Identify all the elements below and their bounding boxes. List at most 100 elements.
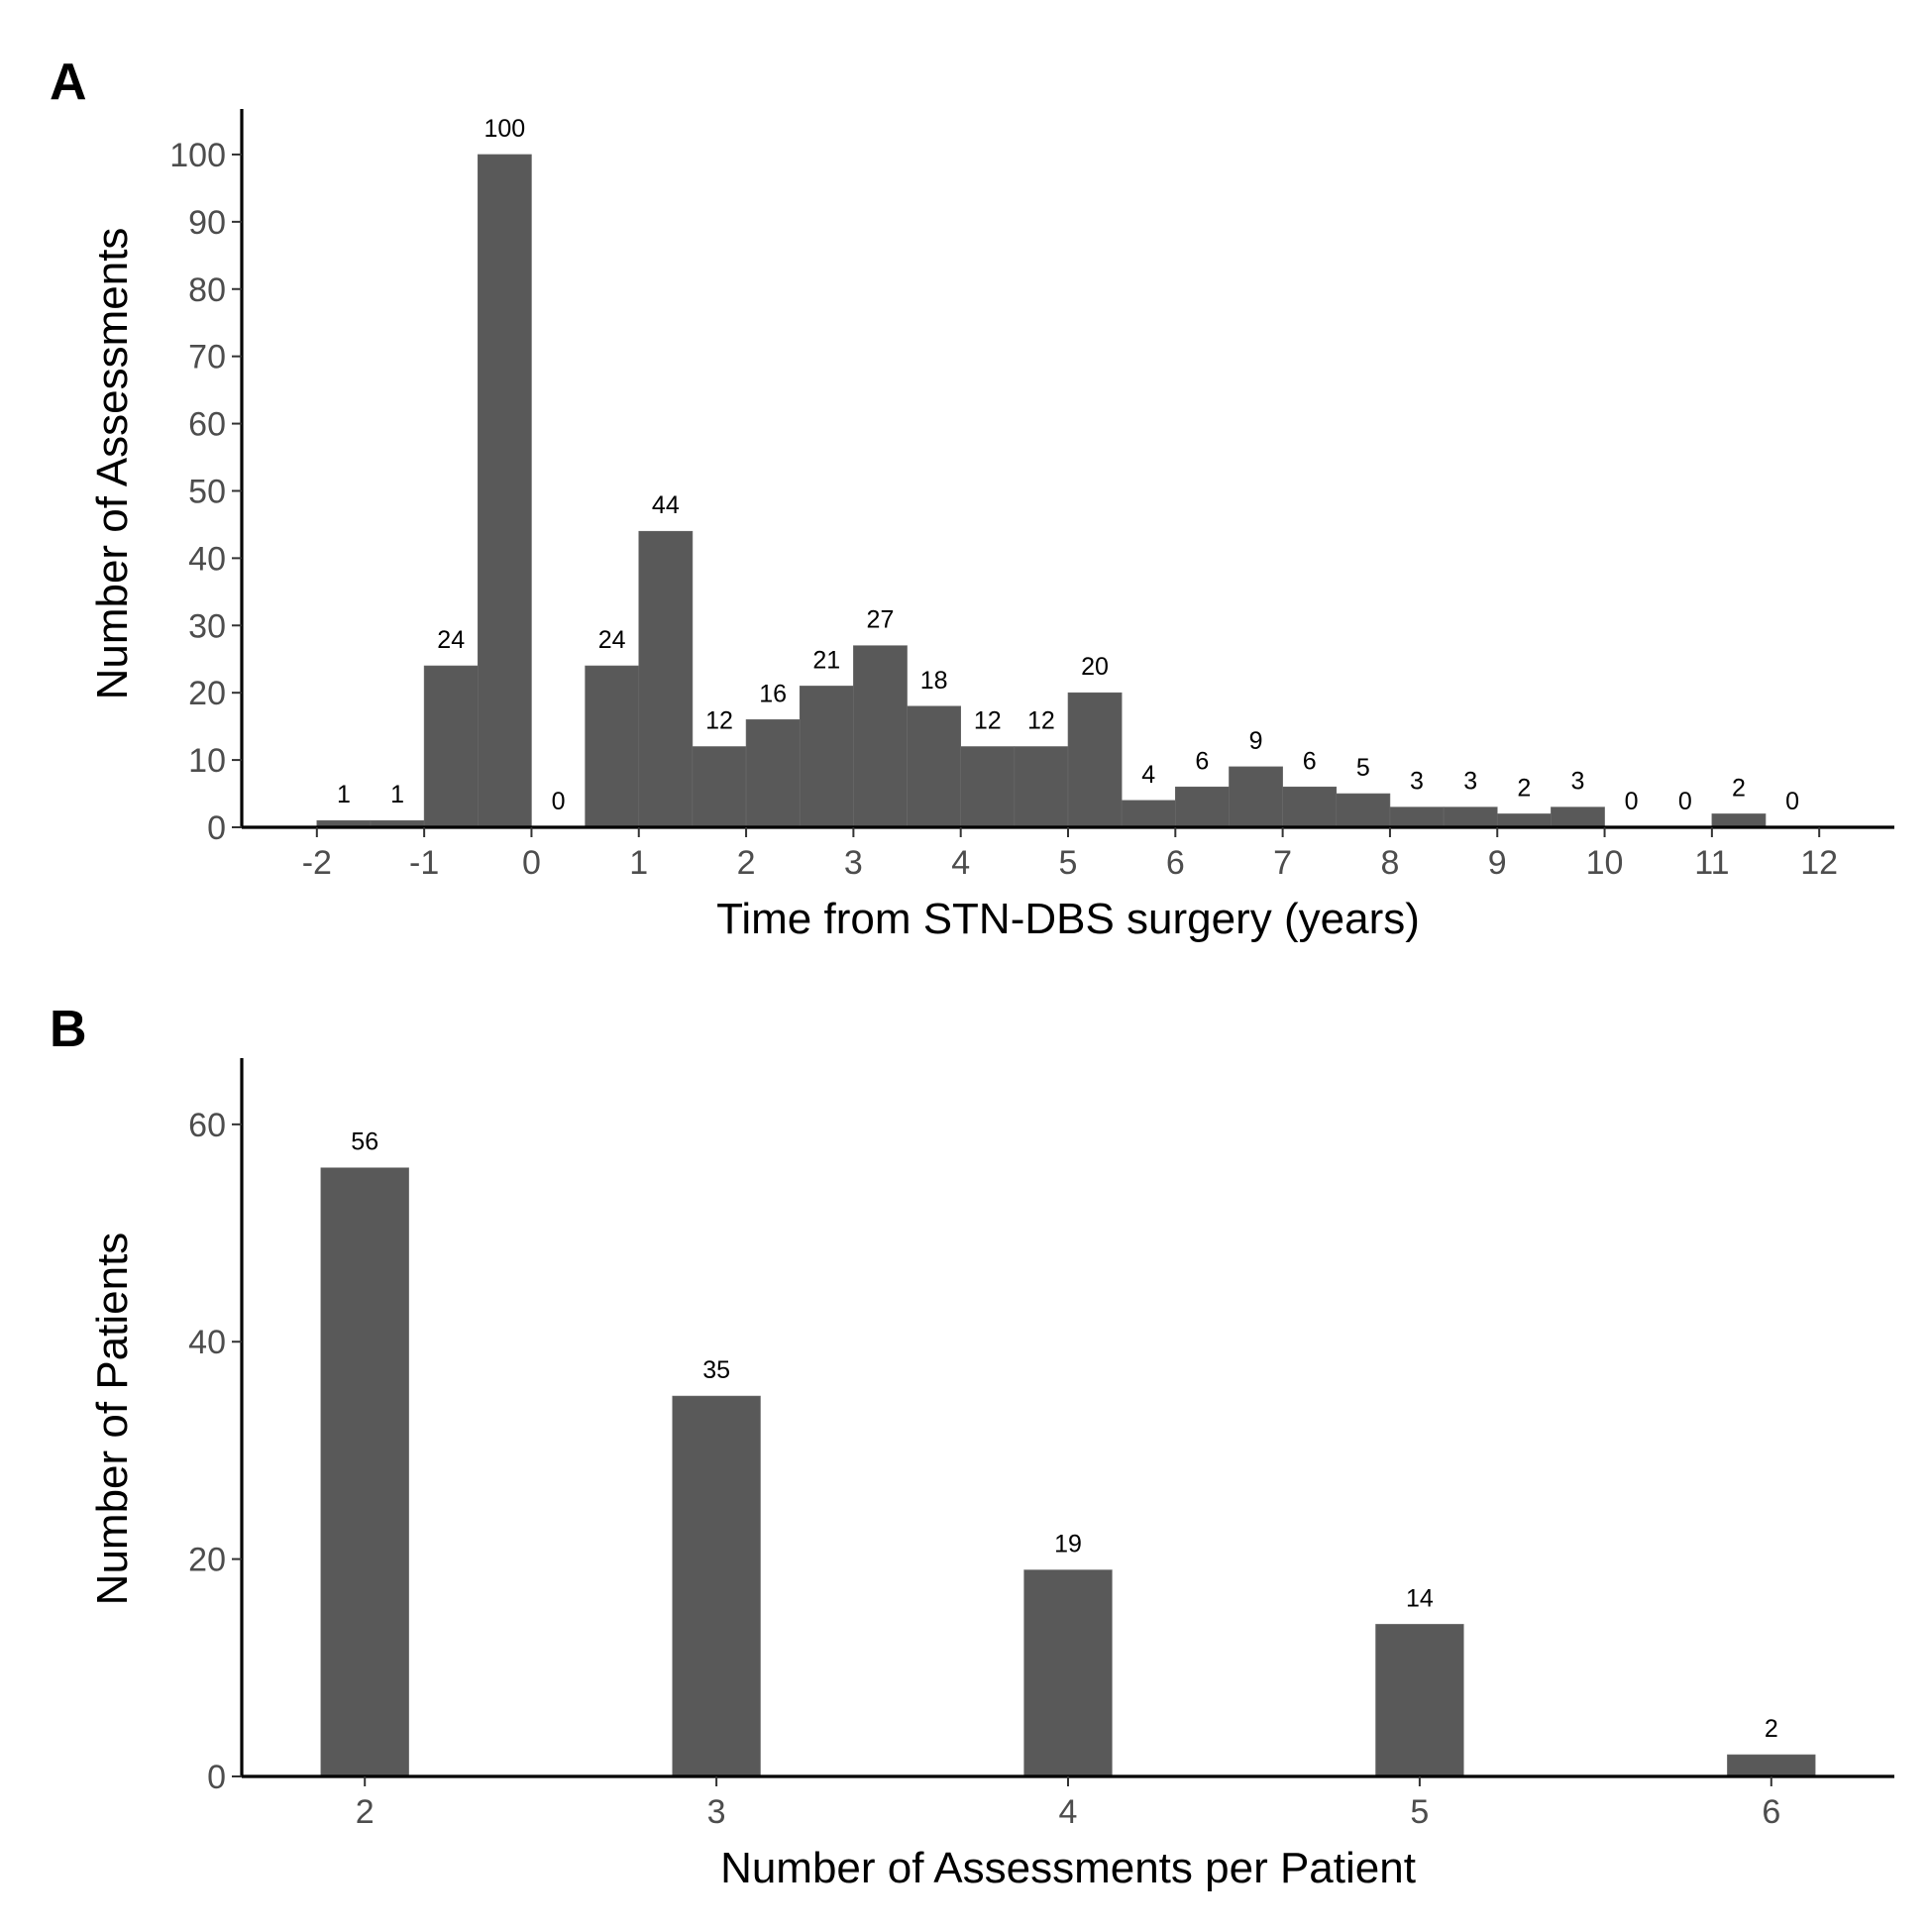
- panel-a-y-axis-title: Number of Assessments: [88, 228, 137, 700]
- panel-a-data-label: 16: [759, 680, 787, 707]
- panel-a-bar: [1229, 766, 1283, 828]
- panel-b-bar: [672, 1395, 761, 1777]
- panel-b-x-tick-label: 5: [1410, 1793, 1429, 1831]
- panel-a-x-axis-title: Time from STN-DBS surgery (years): [716, 895, 1420, 943]
- panel-b-data-label: 19: [1054, 1531, 1082, 1558]
- panel-a-data-label: 12: [1027, 707, 1055, 735]
- panel-a-x-tick-label: 12: [1800, 844, 1838, 882]
- panel-a-y-tick-label: 70: [188, 339, 226, 376]
- panel-a-data-label: 6: [1303, 747, 1317, 775]
- panel-a-bar: [423, 665, 479, 828]
- panel-a-data-label: 1: [337, 781, 351, 808]
- panel-a-data-label: 5: [1356, 754, 1370, 782]
- panel-a-bar: [1389, 806, 1445, 828]
- panel-a-y-tick-label: 50: [188, 473, 226, 510]
- panel-a-x-tick-label: 8: [1380, 844, 1399, 882]
- panel-b-bar: [320, 1167, 409, 1777]
- panel-a-y-tick-label: 90: [188, 204, 226, 242]
- panel-a-bar: [1121, 800, 1176, 828]
- panel-a-x-tick-label: -2: [302, 844, 332, 882]
- panel-a-bar: [960, 746, 1016, 828]
- panel-a-y-tick-label: 40: [188, 540, 226, 578]
- panel-a-data-label: 0: [1785, 788, 1799, 815]
- panel-a-y-tick-label: 60: [188, 406, 226, 444]
- panel-a-letter: A: [50, 54, 87, 111]
- panel-a-x-tick-label: 7: [1273, 844, 1292, 882]
- panel-b-bar: [1375, 1624, 1464, 1777]
- panel-a-y-tick-label: 0: [207, 809, 226, 847]
- panel-b-data-label: 14: [1406, 1584, 1434, 1612]
- panel-a-bar: [1443, 806, 1498, 828]
- panel-b-y-tick-label: 20: [188, 1542, 226, 1579]
- panel-b-y-tick-label: 60: [188, 1107, 226, 1144]
- panel-a-bar: [1551, 806, 1605, 828]
- panel-a-bars: [316, 154, 1767, 828]
- panel-a-y-tick-label: 10: [188, 742, 226, 780]
- panel-b-y-axis-title: Number of Patients: [88, 1233, 137, 1606]
- panel-a-data-label: 12: [974, 707, 1002, 735]
- panel-a-bar: [477, 154, 532, 828]
- panel-a-bar: [853, 645, 908, 828]
- panel-a-data-label: 24: [598, 626, 626, 654]
- panel-a-data-label: 4: [1141, 761, 1155, 789]
- panel-a-bar: [692, 746, 747, 828]
- panel-a-data-label: 2: [1517, 774, 1531, 802]
- panel-a-y-tick-label: 100: [169, 137, 226, 174]
- panel-a-bar: [907, 705, 961, 828]
- panel-a-x-tick-label: 5: [1059, 844, 1078, 882]
- panel-a-data-label: 18: [920, 667, 948, 695]
- panel-a-bar: [745, 719, 801, 828]
- panel-a-bar: [799, 686, 854, 828]
- panel-b-data-label: 2: [1765, 1715, 1778, 1743]
- panel-a-x-tick-label: 1: [629, 844, 648, 882]
- panel-a-data-label: 3: [1463, 768, 1477, 796]
- panel-a-x-tick-label: 6: [1166, 844, 1185, 882]
- panel-a-bar: [1014, 746, 1069, 828]
- panel-b-y-tick-label: 40: [188, 1324, 226, 1361]
- panel-a-data-label: 3: [1571, 768, 1585, 796]
- panel-a-data-label: 100: [484, 115, 526, 143]
- panel-a-x-tick-label: 10: [1586, 844, 1624, 882]
- panel-a-y-tick-label: 80: [188, 271, 226, 309]
- panel-a-data-label: 0: [1625, 788, 1639, 815]
- panel-b-data-label: 56: [351, 1128, 378, 1156]
- panel-a-data-label: 44: [652, 491, 680, 519]
- panel-a-bar: [1282, 786, 1338, 828]
- panel-a-data-label: 1: [390, 781, 404, 808]
- panel-b-data-labels: 56 35 19 14 2: [351, 1128, 1777, 1743]
- panel-a-data-label: 0: [552, 788, 566, 815]
- panel-a-y-tick-label: 20: [188, 675, 226, 712]
- panel-a-bar: [638, 530, 694, 828]
- panel-a-bar: [1496, 813, 1552, 828]
- panel-b-x-tick-label: 6: [1762, 1793, 1780, 1831]
- panel-a-bar: [1711, 813, 1767, 828]
- panel-a-bar: [1175, 786, 1230, 828]
- panel-a-data-label: 6: [1195, 747, 1209, 775]
- panel-b-bar: [1023, 1569, 1113, 1777]
- panel-b-x-tick-label: 2: [356, 1793, 375, 1831]
- panel-a-x-tick-label: 11: [1694, 844, 1729, 882]
- panel-a-y-tick-label: 30: [188, 607, 226, 645]
- panel-b-data-label: 35: [702, 1356, 730, 1384]
- panel-a-bar: [1336, 793, 1391, 828]
- panel-b-bars: [320, 1167, 1816, 1777]
- panel-a-data-label: 12: [705, 707, 733, 735]
- panel-b-y-tick-label: 0: [207, 1759, 226, 1796]
- panel-b-x-tick-label: 4: [1059, 1793, 1078, 1831]
- panel-a-data-label: 3: [1410, 768, 1424, 796]
- panel-a-bar: [585, 665, 640, 828]
- panel-b-x-tick-label: 3: [707, 1793, 726, 1831]
- panel-a-x-tick-label: 9: [1488, 844, 1507, 882]
- panel-a-data-label: 2: [1732, 774, 1746, 802]
- panel-a-x-tick-label: 2: [737, 844, 756, 882]
- panel-a-x-tick-label: 4: [951, 844, 970, 882]
- panel-a-data-label: 0: [1678, 788, 1692, 815]
- panel-a-x-tick-label: 0: [522, 844, 541, 882]
- panel-b-letter: B: [50, 1001, 87, 1058]
- panel-b-x-axis-title: Number of Assessments per Patient: [720, 1844, 1416, 1892]
